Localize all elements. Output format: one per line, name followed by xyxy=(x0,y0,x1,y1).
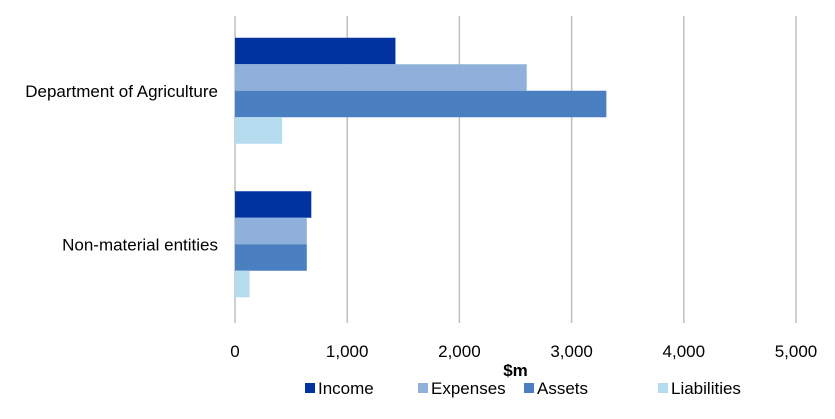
bar-income xyxy=(235,37,396,65)
category-label: Non-material entities xyxy=(62,235,218,254)
legend-swatch xyxy=(524,383,534,393)
bars xyxy=(235,37,607,298)
bar-expenses xyxy=(235,217,307,245)
bar-liabilities xyxy=(235,270,250,298)
legend-item: Liabilities xyxy=(658,379,741,398)
legend-item: Assets xyxy=(524,379,588,398)
bar-assets xyxy=(235,244,307,271)
x-tick-labels: 0 1,000 2,000 3,000 4,000 5,000 xyxy=(230,342,817,361)
category-label: Department of Agriculture xyxy=(25,82,218,101)
legend-item: Income xyxy=(305,379,374,398)
legend: Income Expenses Assets Liabilities xyxy=(305,379,741,398)
bar-liabilities xyxy=(235,117,283,144)
category-labels: Department of Agriculture Non-material en… xyxy=(25,82,218,255)
x-tick-label: 5,000 xyxy=(775,342,818,361)
legend-label: Assets xyxy=(537,379,588,398)
x-tick-label: 3,000 xyxy=(550,342,593,361)
bar-expenses xyxy=(235,64,527,91)
legend-item: Expenses xyxy=(418,379,506,398)
bar-income xyxy=(235,191,312,218)
x-tick-label: 4,000 xyxy=(663,342,706,361)
bar-assets xyxy=(235,90,607,118)
x-tick-label: 1,000 xyxy=(326,342,369,361)
legend-label: Expenses xyxy=(431,379,506,398)
legend-swatch xyxy=(305,383,315,393)
x-tick-label: 2,000 xyxy=(438,342,481,361)
legend-label: Income xyxy=(318,379,374,398)
x-axis-title: $m xyxy=(503,361,528,380)
legend-label: Liabilities xyxy=(671,379,741,398)
x-tick-label: 0 xyxy=(230,342,239,361)
legend-swatch xyxy=(658,383,668,393)
legend-swatch xyxy=(418,383,428,393)
